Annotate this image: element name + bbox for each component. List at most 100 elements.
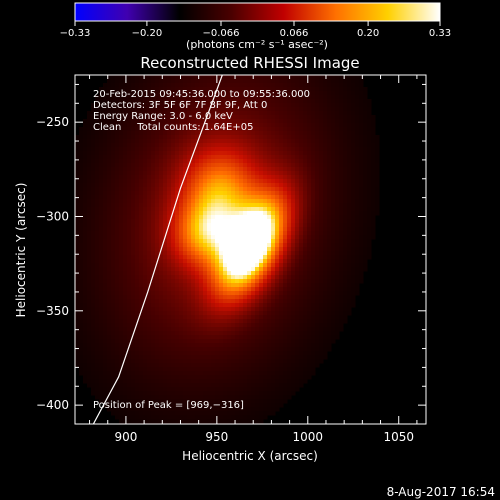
heatmap-cell [83, 127, 88, 132]
heatmap-cell [239, 327, 244, 332]
heatmap-cell [151, 107, 156, 112]
heatmap-cell [203, 303, 208, 308]
heatmap-cell [231, 339, 236, 344]
heatmap-cell [187, 131, 192, 136]
heatmap-cell [271, 183, 276, 188]
heatmap-cell [299, 283, 304, 288]
heatmap-cell [219, 275, 224, 280]
heatmap-cell [155, 291, 160, 296]
heatmap-cell [223, 187, 228, 192]
heatmap-cell [295, 267, 300, 272]
heatmap-cell [95, 343, 100, 348]
heatmap-cell [119, 151, 124, 156]
heatmap-cell [223, 407, 228, 412]
heatmap-cell [231, 91, 236, 96]
heatmap-cell [211, 399, 216, 404]
heatmap-cell [143, 143, 148, 148]
heatmap-cell [255, 211, 260, 216]
heatmap-cell [91, 323, 96, 328]
heatmap-cell [207, 275, 212, 280]
heatmap-cell [131, 399, 136, 404]
heatmap-cell [235, 331, 240, 336]
heatmap-cell [279, 315, 284, 320]
heatmap-cell [219, 203, 224, 208]
heatmap-cell [79, 319, 84, 324]
heatmap-cell [115, 183, 120, 188]
heatmap-cell [183, 343, 188, 348]
heatmap-cell [263, 151, 268, 156]
heatmap-cell [247, 83, 252, 88]
heatmap-cell [79, 155, 84, 160]
heatmap-cell [223, 295, 228, 300]
heatmap-cell [127, 127, 132, 132]
heatmap-cell [235, 275, 240, 280]
heatmap-cell [111, 267, 116, 272]
heatmap-cell [187, 363, 192, 368]
heatmap-cell [287, 131, 292, 136]
heatmap-cell [139, 99, 144, 104]
heatmap-cell [227, 379, 232, 384]
heatmap-cell [291, 367, 296, 372]
heatmap-cell [247, 151, 252, 156]
heatmap-cell [207, 347, 212, 352]
heatmap-cell [235, 323, 240, 328]
heatmap-cell [283, 151, 288, 156]
heatmap-cell [187, 143, 192, 148]
heatmap-cell [171, 311, 176, 316]
heatmap-cell [239, 407, 244, 412]
heatmap-cell [215, 123, 220, 128]
heatmap-cell [191, 227, 196, 232]
heatmap-cell [191, 155, 196, 160]
heatmap-cell [247, 323, 252, 328]
heatmap-cell [303, 99, 308, 104]
heatmap-cell [155, 235, 160, 240]
heatmap-cell [155, 363, 160, 368]
heatmap-cell [91, 363, 96, 368]
heatmap-cell [255, 95, 260, 100]
heatmap-cell [215, 327, 220, 332]
heatmap-cell [79, 307, 84, 312]
heatmap-cell [219, 119, 224, 124]
heatmap-cell [171, 279, 176, 284]
heatmap-cell [175, 295, 180, 300]
heatmap-cell [111, 95, 116, 100]
heatmap-cell [103, 379, 108, 384]
heatmap-cell [183, 311, 188, 316]
heatmap-cell [179, 331, 184, 336]
heatmap-cell [167, 227, 172, 232]
heatmap-cell [191, 163, 196, 168]
heatmap-cell [183, 123, 188, 128]
heatmap-cell [283, 339, 288, 344]
heatmap-cell [187, 159, 192, 164]
heatmap-cell [235, 303, 240, 308]
heatmap-cell [139, 375, 144, 380]
heatmap-cell [167, 415, 172, 420]
heatmap-cell [79, 283, 84, 288]
heatmap-cell [75, 355, 80, 360]
heatmap-cell [271, 355, 276, 360]
heatmap-cell [267, 255, 272, 260]
heatmap-cell [243, 391, 248, 396]
heatmap-cell [155, 87, 160, 92]
heatmap-cell [191, 167, 196, 172]
heatmap-cell [139, 219, 144, 224]
heatmap-cell [223, 339, 228, 344]
heatmap-cell [287, 247, 292, 252]
heatmap-cell [187, 407, 192, 412]
heatmap-cell [271, 311, 276, 316]
heatmap-cell [171, 107, 176, 112]
heatmap-cell [275, 339, 280, 344]
heatmap-cell [147, 415, 152, 420]
heatmap-cell [251, 135, 256, 140]
heatmap-cell [203, 407, 208, 412]
heatmap-cell [83, 291, 88, 296]
heatmap-cell [263, 383, 268, 388]
heatmap-cell [95, 347, 100, 352]
heatmap-cell [127, 411, 132, 416]
heatmap-cell [307, 291, 312, 296]
heatmap-cell [95, 247, 100, 252]
heatmap-cell [243, 291, 248, 296]
heatmap-cell [91, 235, 96, 240]
heatmap-cell [191, 119, 196, 124]
